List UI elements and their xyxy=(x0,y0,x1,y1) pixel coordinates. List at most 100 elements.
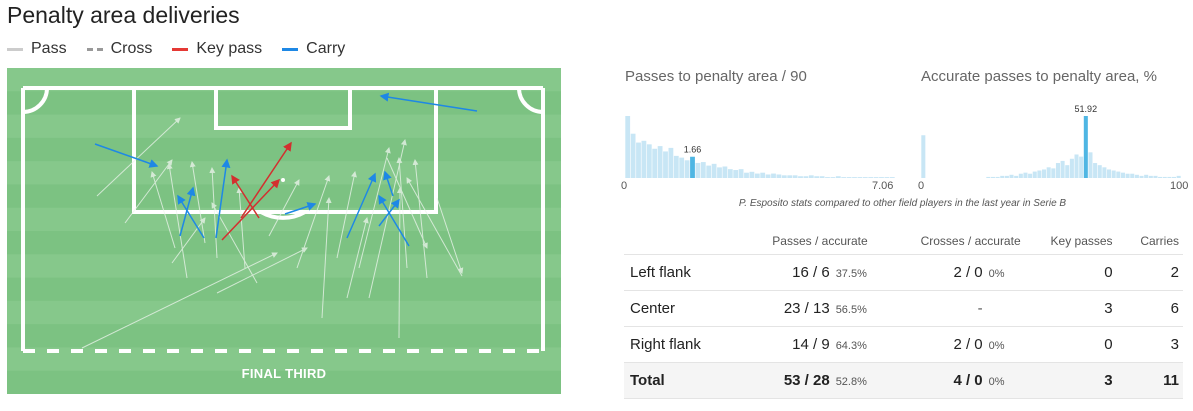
hist-bar xyxy=(1144,174,1149,178)
hist-bar xyxy=(1134,174,1139,178)
hist-bar xyxy=(1148,175,1153,178)
hist-bar xyxy=(1004,175,1009,178)
hist-bar xyxy=(1079,156,1084,178)
hist-bar xyxy=(1107,169,1112,178)
crosses-pct: 0% xyxy=(988,340,1005,352)
hist-bar xyxy=(1162,176,1167,178)
legend-key-pass: Key pass xyxy=(172,40,262,58)
pass-line xyxy=(386,157,428,249)
crosses-pct: 0% xyxy=(988,376,1005,388)
pass-line xyxy=(412,159,428,279)
pitch-map: FINAL THIRD xyxy=(7,68,561,395)
row-label: Total xyxy=(624,362,744,399)
carries-cell: 3 xyxy=(1116,326,1183,363)
grass-stripe xyxy=(7,277,561,302)
carry-line xyxy=(179,186,196,237)
legend-carry: Carry xyxy=(282,40,345,58)
hist-bar xyxy=(1158,176,1163,178)
hist-bar xyxy=(771,173,776,178)
passes-value: 14 / 9 xyxy=(792,336,830,353)
hist-bar xyxy=(1130,173,1135,178)
cross-line-icon xyxy=(86,47,103,51)
grass-stripes xyxy=(7,68,561,395)
legend-label-key-pass: Key pass xyxy=(196,40,263,57)
legend-label-pass: Pass xyxy=(31,40,67,57)
hist-bar xyxy=(641,140,647,178)
hist-bar xyxy=(657,146,663,178)
hist-bar xyxy=(830,177,836,178)
pass-line xyxy=(81,252,278,349)
hist-bar xyxy=(1000,175,1005,178)
player-bar xyxy=(1083,116,1088,178)
hist-bar xyxy=(636,142,641,178)
penalty-spot xyxy=(281,178,285,182)
pitch-svg xyxy=(7,68,561,395)
hist-bar xyxy=(862,177,868,178)
pass-line xyxy=(396,187,403,339)
legend-pass: Pass xyxy=(7,40,67,58)
pass-line xyxy=(189,161,206,244)
passes-pct: 56.5% xyxy=(835,304,867,316)
pass-line xyxy=(171,217,206,264)
hist-bar xyxy=(868,177,874,178)
carry-line xyxy=(346,172,377,239)
hist-bar xyxy=(1111,170,1116,178)
grass-stripe xyxy=(7,324,561,348)
table-row: Center 23 / 13 56.5% - 3 6 xyxy=(624,290,1183,327)
crosses-value: 2 / 0 xyxy=(953,336,983,353)
crosses-value: 4 / 0 xyxy=(953,372,983,389)
player-bar xyxy=(690,156,695,178)
hist-bar xyxy=(798,176,803,178)
hist-bar xyxy=(1139,175,1144,178)
hist-bar xyxy=(825,177,830,178)
pass-line xyxy=(96,117,181,197)
carry-lines xyxy=(94,92,478,247)
hist-bar xyxy=(1102,167,1107,178)
pass-line xyxy=(268,179,300,237)
key-passes-cell: 3 xyxy=(1024,362,1117,399)
hist-bar xyxy=(857,177,863,178)
carry-line xyxy=(177,194,205,239)
row-label: Right flank xyxy=(624,326,744,363)
hist-bar xyxy=(1028,173,1033,178)
pitch-zone-label: FINAL THIRD xyxy=(241,366,327,381)
stats-table: Passes / accurate Crosses / accurate Key… xyxy=(624,228,1183,399)
legend-cross: Cross xyxy=(86,40,153,58)
hist-bar xyxy=(1018,173,1023,178)
pass-line xyxy=(336,171,357,259)
hist-bar xyxy=(889,177,895,178)
hist-bar xyxy=(727,169,733,178)
hist-right-max: 100 xyxy=(1170,180,1189,192)
row-label: Left flank xyxy=(624,254,744,291)
hist-bar xyxy=(679,157,685,178)
penalty-arc xyxy=(260,210,306,220)
hist-bar xyxy=(1153,175,1158,178)
grass-stripe xyxy=(7,161,561,185)
grass-stripe xyxy=(7,347,561,372)
carry-line xyxy=(215,158,231,239)
hist-bar xyxy=(733,170,739,178)
pass-line xyxy=(358,147,391,269)
hist-bar xyxy=(1051,168,1056,178)
hist-left-chart: 1.66 xyxy=(625,116,895,178)
hist-bar xyxy=(1042,169,1047,178)
legend-label-cross: Cross xyxy=(110,40,153,57)
hist-bar xyxy=(673,155,679,178)
player-value-label: 1.66 xyxy=(684,145,702,155)
hist-bar xyxy=(749,171,755,178)
key-pass-line xyxy=(221,178,281,241)
corner-arc-right xyxy=(517,87,544,114)
hist-bar xyxy=(1069,158,1074,178)
key-passes-cell: 3 xyxy=(1024,290,1117,327)
hist-bar xyxy=(1116,171,1121,178)
hist-bar xyxy=(808,175,814,178)
crosses-cell: - xyxy=(871,290,1025,327)
legend: Pass Cross Key pass Carry xyxy=(7,40,345,58)
pass-line xyxy=(216,247,308,294)
hist-bar xyxy=(776,174,782,178)
carry-line xyxy=(383,170,394,197)
hist-bar xyxy=(995,176,1000,178)
pass-line xyxy=(436,197,464,274)
hist-bar xyxy=(706,165,712,178)
passes-pct: 52.8% xyxy=(835,376,867,388)
